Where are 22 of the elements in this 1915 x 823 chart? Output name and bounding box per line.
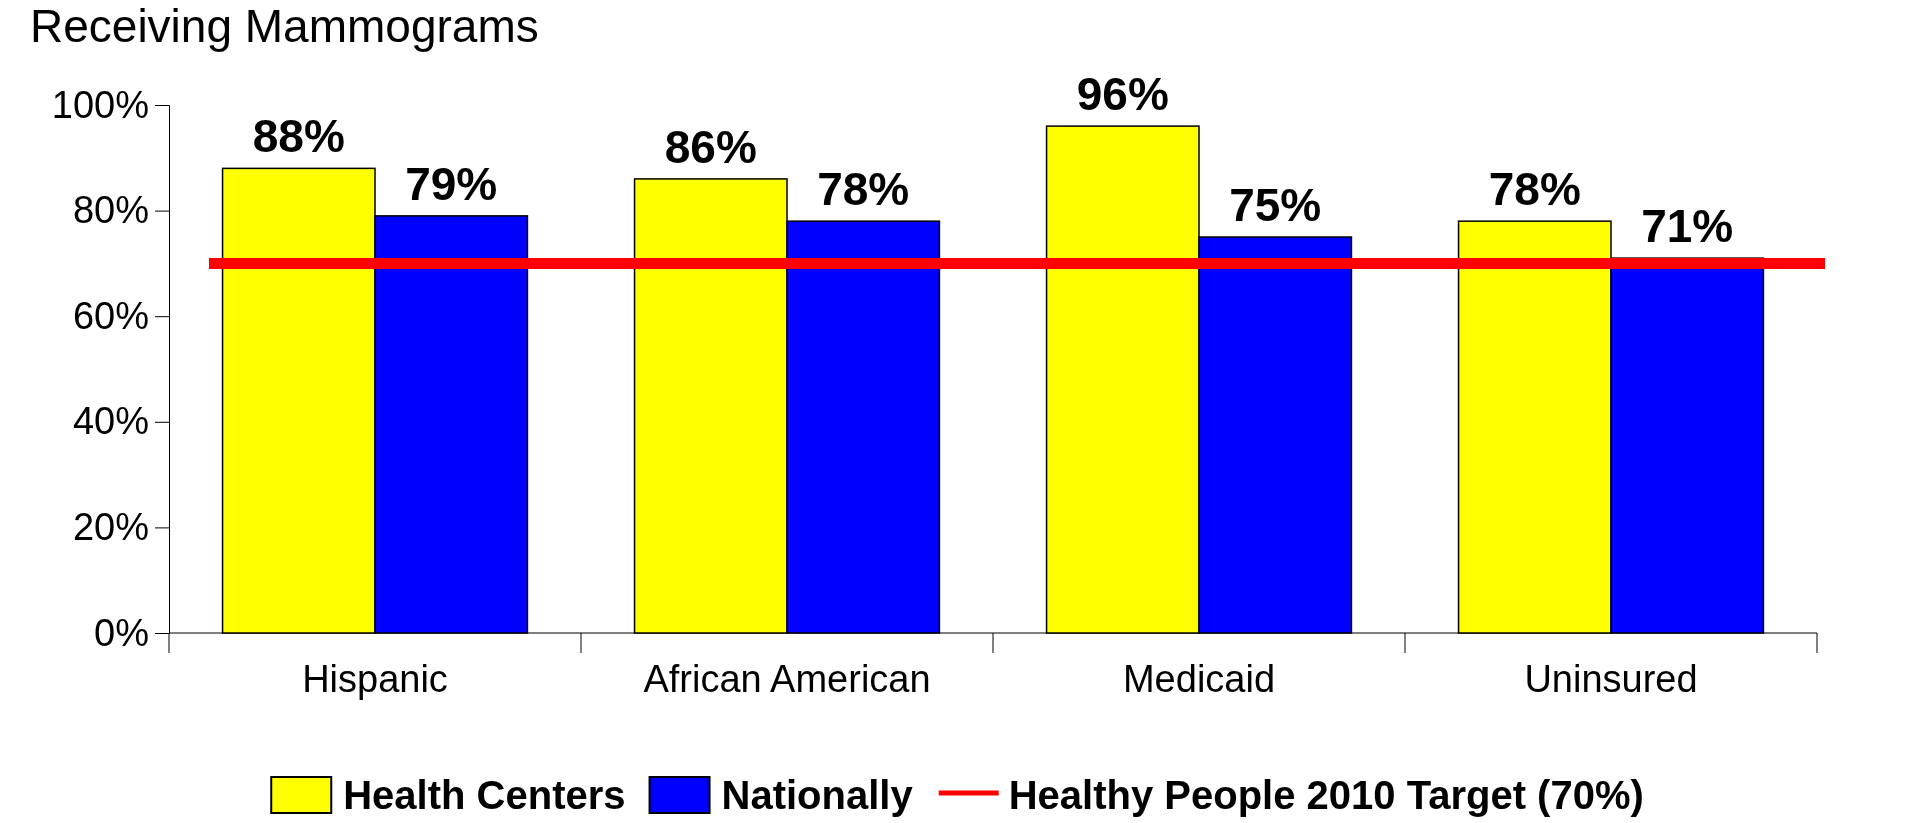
text: 78% bbox=[1488, 163, 1581, 216]
legend-label: Healthy People 2010 Target (70%) bbox=[1008, 773, 1644, 817]
text: 71% bbox=[1641, 200, 1734, 253]
x-tick-label: Uninsured bbox=[1524, 657, 1698, 700]
legend-label: Nationally bbox=[721, 773, 914, 817]
y-tick-label: 100% bbox=[51, 83, 149, 126]
x-tick-label: Hispanic bbox=[302, 657, 448, 700]
x-tick-label: African American bbox=[643, 657, 931, 700]
y-tick-label: 0% bbox=[94, 611, 149, 654]
y-tick-label: 80% bbox=[72, 189, 149, 232]
legend-label: Health Centers bbox=[343, 773, 626, 817]
y-tick-label: 40% bbox=[72, 400, 149, 443]
y-tick-label: 60% bbox=[72, 294, 149, 337]
text: 79% bbox=[405, 157, 498, 210]
y-tick-label: 20% bbox=[72, 506, 149, 549]
text: 88% bbox=[252, 110, 345, 163]
text: 96% bbox=[1076, 68, 1169, 121]
text: 75% bbox=[1229, 179, 1322, 231]
x-tick-label: Medicaid bbox=[1122, 657, 1276, 700]
chart-title: Receiving Mammograms bbox=[30, 0, 539, 52]
text: 78% bbox=[817, 163, 910, 216]
text: 86% bbox=[664, 120, 757, 173]
